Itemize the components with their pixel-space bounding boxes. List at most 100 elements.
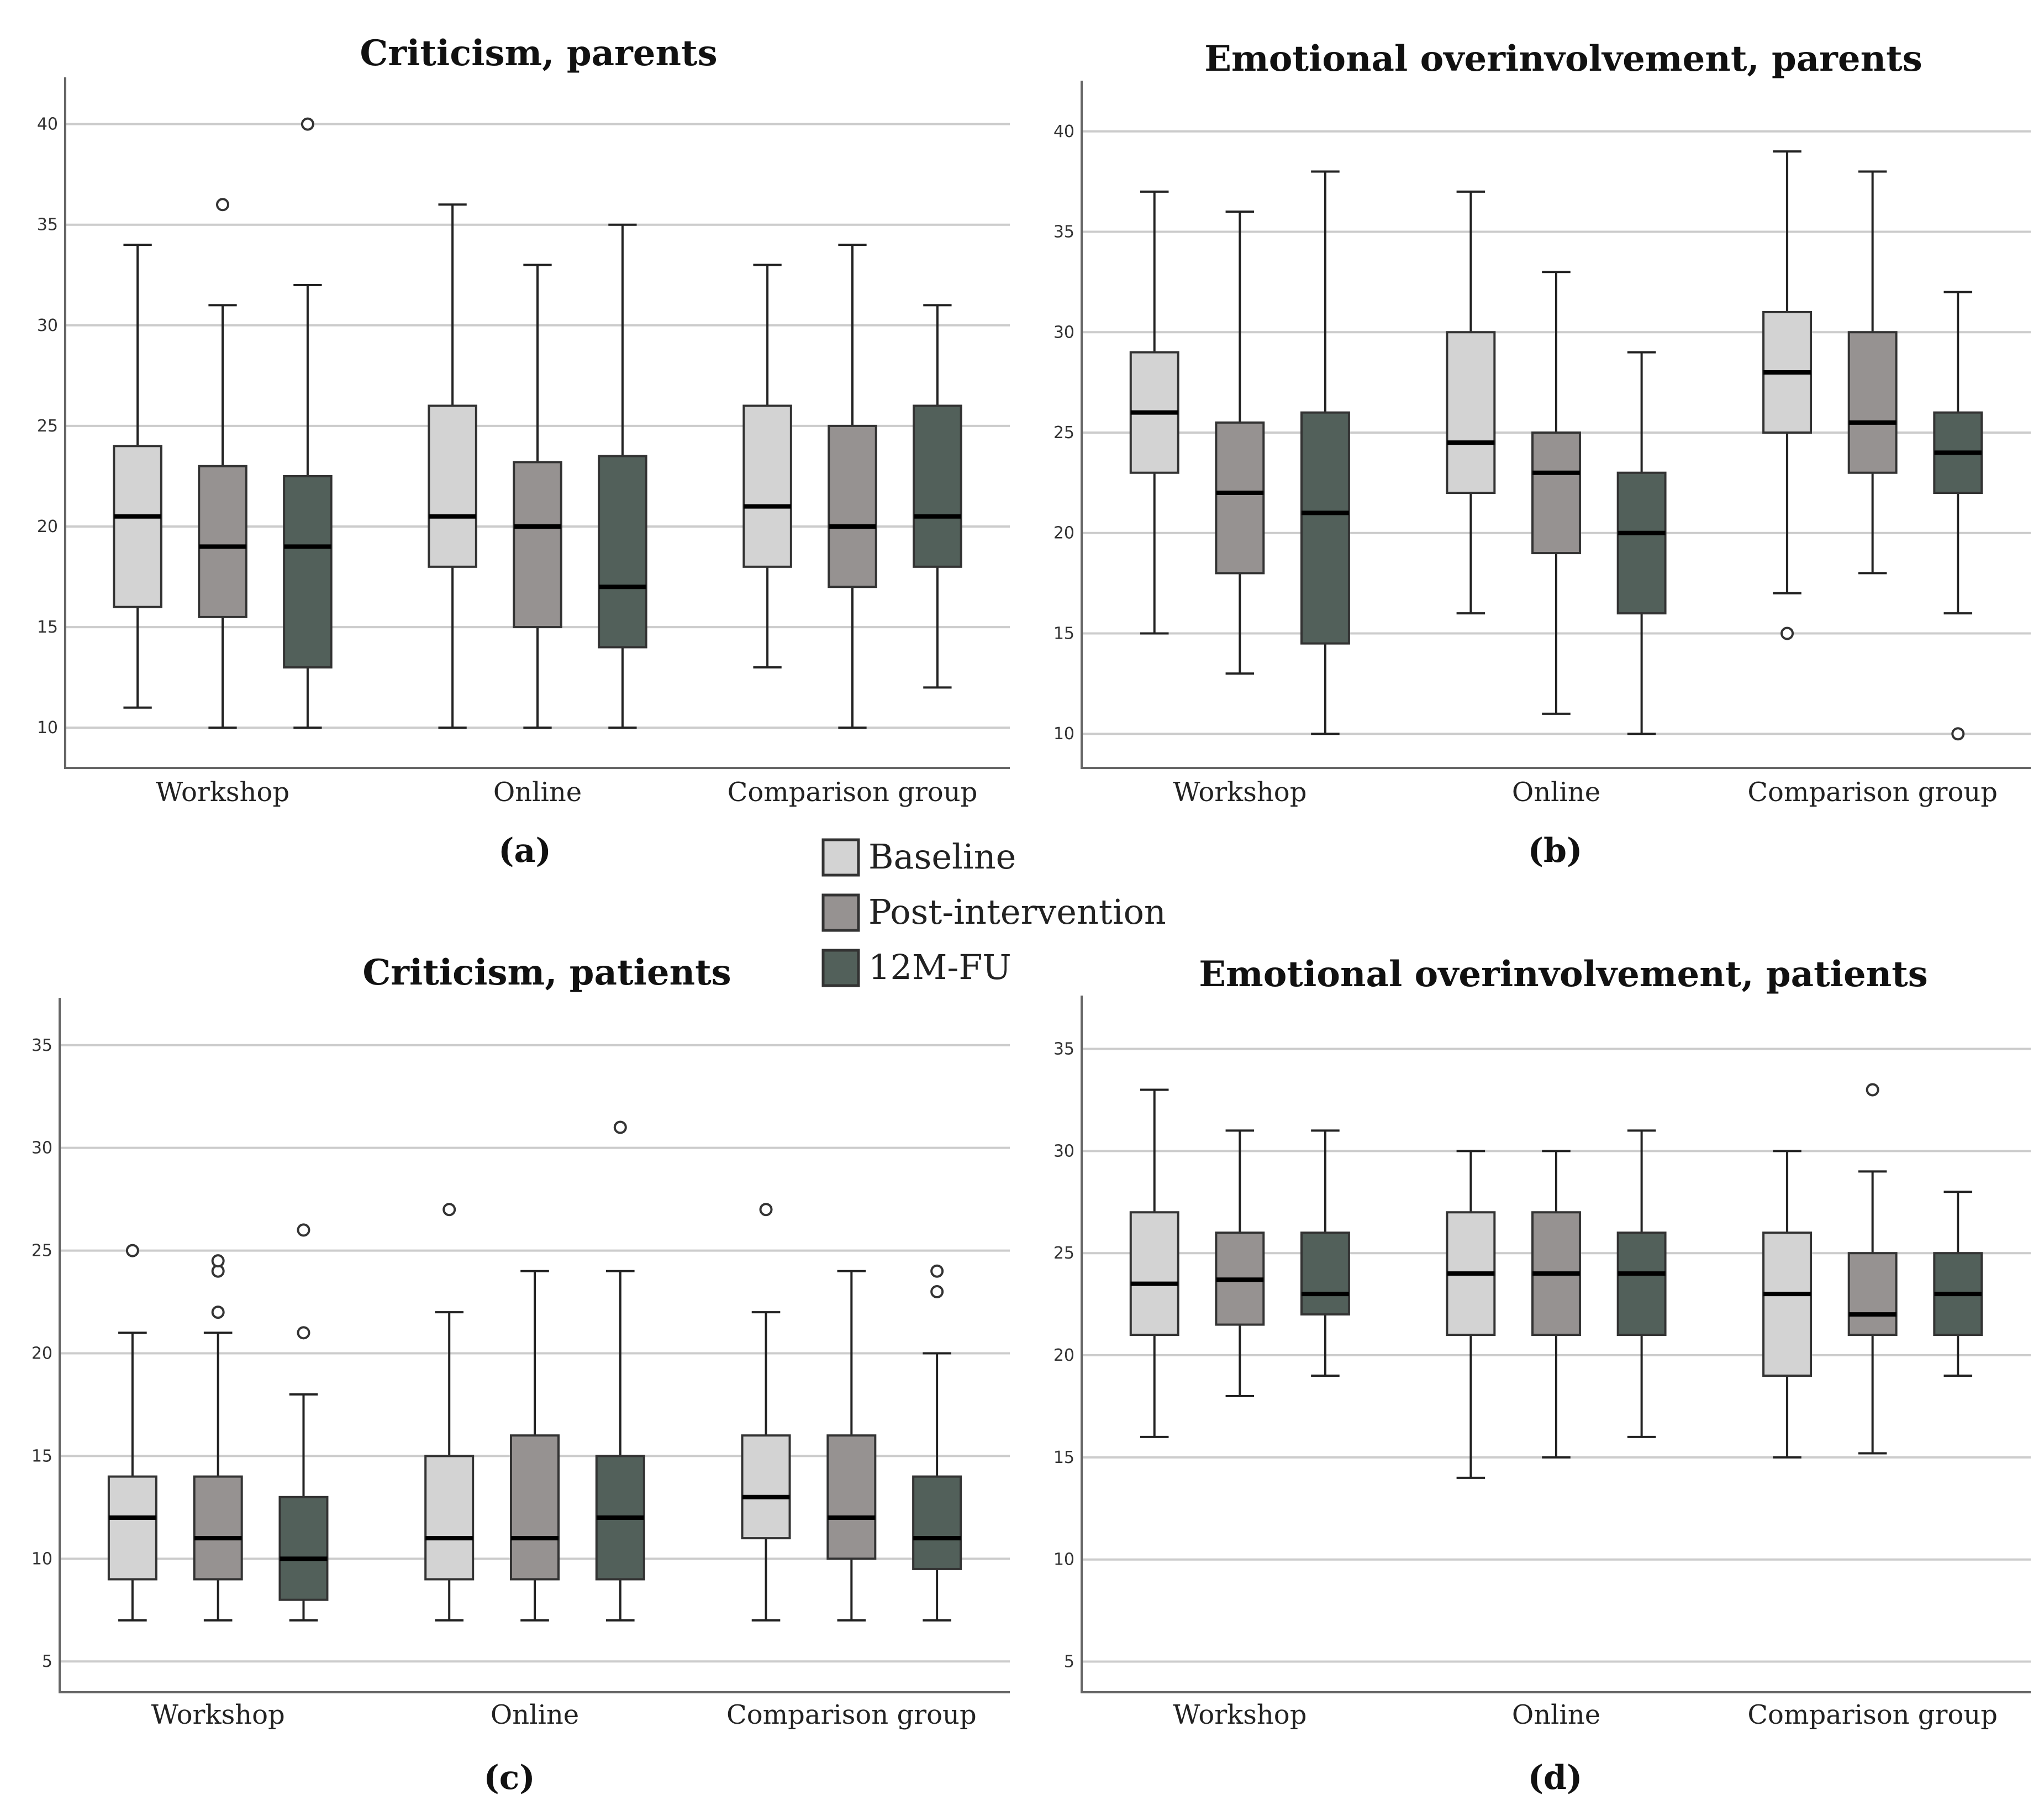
box-workshop-12m-fu [283,117,333,729]
box-iqr [1531,431,1581,555]
box-iqr [113,445,162,608]
box-iqr [741,1434,791,1540]
y-tick-label: 25 [1053,1244,1074,1263]
legend-label-baseline: Baseline [868,836,1016,877]
chart-title: Emotional overinvolvement, parents [1204,38,1922,80]
y-tick-label: 5 [1064,1652,1074,1672]
x-category-label-workshop: Workshop [1173,777,1307,808]
legend-label-post-intervention: Post-intervention [868,892,1166,932]
legend-swatch-post-intervention [821,893,860,932]
box-iqr [1129,1211,1179,1336]
box-comparison-group-baseline [741,1203,791,1622]
legend-label-12m-fu: 12M-FU [868,947,1012,987]
panel-c-criticism-patients: Criticism, patients (c) 5 10 15 20 25 30 35 Works… [31,952,1010,1797]
x-category-label-online: Online [491,1699,579,1730]
x-category-label-online: Online [1512,777,1600,808]
y-tick-label: 10 [31,1549,52,1568]
x-category-label-online: Online [493,777,582,808]
box-workshop-12m-fu [1300,170,1350,735]
box-iqr [1847,331,1898,474]
y-tick-label: 40 [37,115,58,134]
box-comparison-group-12m-fu [913,304,962,689]
y-tick-label: 25 [31,1241,52,1261]
y-tick-label: 10 [1053,724,1074,744]
panel-label: (d) [1528,1759,1583,1797]
box-online-post-intervention [510,1270,560,1622]
panel-label: (b) [1528,831,1583,870]
y-tick-label: 30 [31,1139,52,1158]
box-comparison-group-post-intervention [1847,170,1898,575]
box-online-12m-fu [598,223,647,729]
outlier-point [211,1254,225,1268]
box-iqr [1616,1231,1667,1336]
box-workshop-post-intervention [1215,210,1265,675]
box-online-baseline [1446,1150,1496,1479]
outlier-point [930,1264,944,1278]
outlier-point [930,1285,944,1298]
box-iqr [1300,411,1350,645]
y-tick-label: 35 [37,215,58,235]
panel-b-emotional-overinvolvement-parents: Emotional overinvolvement, parents (b) 10 1… [1053,38,2031,870]
x-category-label-comparison-group: Comparison group [1747,1699,1998,1730]
box-comparison-group-12m-fu [912,1264,962,1622]
box-iqr [598,455,647,649]
box-online-baseline [1446,190,1496,615]
outlier-point [297,1223,310,1237]
box-workshop-baseline [1129,190,1179,635]
y-tick-label: 30 [1053,323,1074,342]
box-workshop-post-intervention [193,1254,243,1622]
box-online-12m-fu [1616,1129,1667,1438]
y-tick-label: 15 [1053,624,1074,643]
box-workshop-baseline [113,244,162,709]
y-tick-label: 5 [42,1652,52,1671]
box-online-post-intervention [1531,1150,1581,1459]
box-online-post-intervention [513,264,562,729]
outlier-point [297,1326,310,1340]
box-iqr [278,1496,329,1601]
outlier-point [613,1120,627,1134]
y-tick-label: 15 [31,1446,52,1466]
panel-d-emotional-overinvolvement-patients: Emotional overinvolvement, patients (d) 5 1… [1053,954,2031,1797]
x-category-label-workshop: Workshop [1173,1699,1307,1730]
box-workshop-12m-fu [278,1223,329,1622]
outlier-point [442,1203,456,1217]
box-online-baseline [424,1203,475,1622]
chart-title: Criticism, parents [360,33,717,74]
box-iqr [1446,331,1496,494]
box-comparison-group-baseline [1762,150,1812,640]
box-iqr [510,1434,560,1581]
y-tick-label: 20 [1053,524,1074,543]
box-comparison-group-baseline [742,264,792,669]
box-iqr [742,404,792,568]
outlier-point [301,117,314,131]
box-online-baseline [428,203,477,729]
x-category-label-workshop: Workshop [151,1699,285,1730]
box-online-12m-fu [595,1120,645,1622]
box-iqr [826,1434,877,1560]
chart-title: Criticism, patients [362,952,731,993]
box-iqr [198,465,247,618]
y-tick-label: 15 [1053,1448,1074,1467]
y-tick-label: 20 [31,1344,52,1364]
box-iqr [107,1475,157,1581]
y-tick-label: 30 [37,316,58,335]
y-tick-label: 10 [37,718,58,738]
axis-lines [64,77,1010,769]
y-tick-label: 35 [31,1036,52,1055]
legend-swatch-12m-fu [821,949,860,987]
x-category-label-comparison-group: Comparison group [1747,777,1998,808]
y-tick-label: 15 [37,618,58,637]
chart-title: Emotional overinvolvement, patients [1199,954,1928,995]
box-workshop-12m-fu [1300,1129,1350,1377]
box-iqr [1616,471,1667,615]
box-comparison-group-post-intervention [1847,1083,1898,1455]
axis-lines [1081,81,2031,769]
box-comparison-group-baseline [1762,1150,1812,1459]
box-online-post-intervention [1531,271,1581,715]
outlier-point [125,1244,139,1257]
x-category-label-comparison-group: Comparison group [728,777,978,808]
box-iqr [1300,1231,1350,1316]
box-iqr [428,404,477,568]
box-iqr [1215,421,1265,575]
